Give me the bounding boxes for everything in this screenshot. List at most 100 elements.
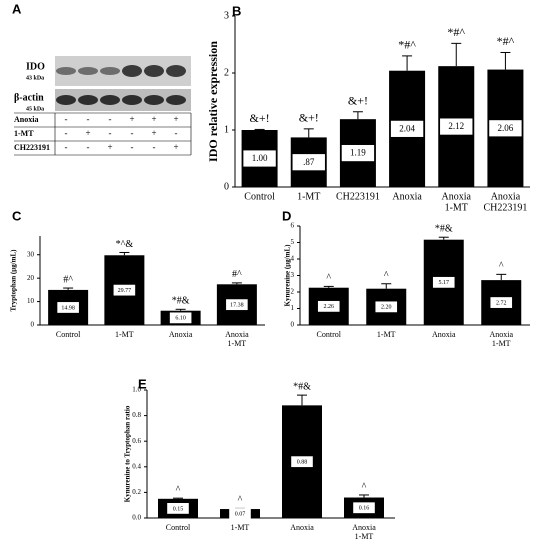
actin-band [100, 95, 120, 105]
y-tick-label: 0 [224, 181, 229, 192]
annotation: *#^ [497, 34, 515, 48]
annotation: ^ [326, 273, 331, 284]
value-label-box [57, 302, 79, 313]
y-tick-label: 3 [224, 10, 229, 21]
x-tick-label: Anoxia [169, 330, 193, 339]
blot-control: β-actin [14, 92, 44, 103]
condition-sign: + [129, 114, 134, 124]
condition-sign: - [131, 128, 134, 138]
annotation: *#^ [398, 38, 416, 52]
actin-band [166, 95, 186, 105]
value-label: 2.12 [448, 121, 464, 131]
actin-band [144, 95, 164, 105]
value-label: 5.17 [439, 280, 450, 286]
ido-band [122, 65, 142, 77]
condition-sign: + [107, 142, 112, 152]
annotation: #^ [232, 269, 242, 280]
ido-band [56, 67, 76, 75]
annotation: #^ [63, 274, 73, 285]
value-label: 6.10 [175, 316, 186, 322]
condition-sign: - [87, 142, 90, 152]
condition-sign: - [65, 128, 68, 138]
annotation: ^ [362, 481, 367, 492]
x-tick-label: Anoxia [225, 330, 249, 339]
annotation: *^& [116, 239, 134, 250]
condition-sign: - [65, 114, 68, 124]
y-tick-label: 0.8 [132, 411, 141, 419]
blot-target-size: 43 kDa [26, 75, 44, 81]
value-label-box [375, 301, 398, 313]
ido-band [144, 65, 164, 77]
actin-band [56, 95, 76, 105]
value-label: 1.00 [252, 153, 268, 163]
x-tick-label: Control [317, 330, 342, 339]
value-label: 0.07 [235, 511, 246, 517]
y-tick-label: 2 [291, 288, 295, 296]
ido-band [100, 67, 120, 75]
y-axis-label: Kynurenine (μg/mL) [284, 244, 292, 307]
x-tick-label: Anoxia [290, 523, 314, 532]
x-tick-label: 1-MT [492, 339, 511, 348]
annotation: &+! [348, 94, 368, 108]
annotation: ^ [384, 270, 389, 281]
value-label: 1.19 [350, 148, 366, 158]
value-label-box [490, 297, 513, 308]
y-axis-label: Tryptophan (μg/mL) [10, 249, 18, 312]
condition-sign: - [109, 114, 112, 124]
condition-sign: + [85, 128, 90, 138]
annotation: ^ [176, 484, 181, 495]
annotation: *#& [172, 296, 190, 307]
condition-sign: - [153, 142, 156, 152]
panel-letter: C [12, 208, 22, 223]
value-label: 17.38 [230, 303, 244, 309]
x-tick-label: Anoxia [392, 191, 422, 202]
value-label-box [489, 120, 522, 137]
condition-name: 1-MT [14, 129, 34, 138]
condition-sign: - [65, 142, 68, 152]
x-tick-label: 1-MT [377, 330, 396, 339]
x-tick-label: 1-MT [445, 202, 468, 213]
value-label-box [243, 150, 276, 167]
x-tick-label: Anoxia [352, 523, 376, 532]
value-label: 14.98 [61, 305, 75, 311]
panel-letter: D [282, 208, 291, 223]
value-label-box [291, 456, 313, 468]
value-label: 29.77 [118, 288, 132, 294]
condition-sign: - [109, 128, 112, 138]
annotation: &+! [250, 111, 270, 125]
value-label: 2.20 [381, 305, 392, 311]
x-tick-label: 1-MT [231, 523, 250, 532]
value-label-box [432, 276, 455, 288]
y-tick-label: 5 [291, 238, 295, 246]
y-tick-label: 0 [291, 321, 295, 329]
value-label-box [292, 154, 325, 171]
value-label: 2.04 [399, 123, 415, 133]
condition-sign: - [87, 114, 90, 124]
annotation: *#& [435, 224, 453, 235]
value-label: 2.72 [496, 300, 507, 306]
blot-target: IDO [26, 61, 45, 72]
x-tick-label: 1-MT [228, 339, 247, 348]
value-label: 0.88 [297, 460, 308, 466]
x-tick-label: Control [56, 330, 81, 339]
panel-letter: E [138, 376, 147, 391]
y-tick-label: 6 [291, 222, 295, 230]
condition-sign: + [173, 114, 178, 124]
condition-name: CH223191 [14, 143, 50, 152]
y-axis-label: IDO relative expression [206, 41, 220, 162]
x-tick-label: CH223191 [483, 202, 527, 213]
annotation: *#^ [447, 25, 465, 39]
x-tick-label: 1-MT [115, 330, 134, 339]
y-tick-label: 3 [291, 271, 295, 279]
annotation: ^ [238, 495, 243, 506]
condition-name: Anoxia [14, 115, 38, 124]
x-tick-label: Anoxia [442, 191, 472, 202]
condition-sign: - [175, 128, 178, 138]
y-tick-label: 30 [27, 250, 35, 258]
value-label-box [229, 508, 251, 519]
value-label: .87 [303, 157, 315, 167]
y-tick-label: 4 [291, 255, 295, 263]
actin-band [78, 95, 98, 105]
y-tick-label: 10 [27, 297, 35, 305]
